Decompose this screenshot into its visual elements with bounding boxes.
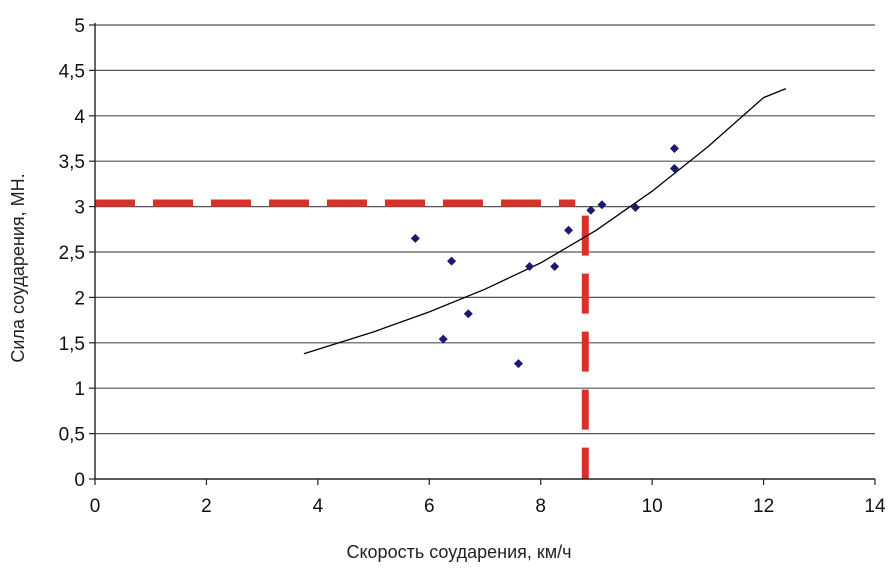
y-axis-title: Сила соударения, МН. <box>8 173 28 362</box>
data-point <box>438 334 448 344</box>
x-tick-label: 2 <box>201 496 212 517</box>
x-tick-label: 14 <box>864 496 886 517</box>
tick-labels: 0 0,5 1 1,5 2 2,5 3 3,5 4 4,5 5 0 2 4 6 8 10 12 14 <box>59 16 886 517</box>
data-points <box>410 143 679 369</box>
grid-layer <box>95 24 875 435</box>
y-tick-label: 0,5 <box>59 425 85 446</box>
y-tick-label: 2,5 <box>59 243 85 264</box>
data-point <box>564 225 574 235</box>
data-point <box>669 143 679 153</box>
y-tick-label: 1,5 <box>59 334 85 355</box>
y-tick-label: 3 <box>74 198 85 219</box>
data-point <box>550 262 560 272</box>
x-tick-label: 6 <box>424 496 435 517</box>
trendline-layer <box>303 87 787 355</box>
y-tick-label: 4 <box>74 107 85 128</box>
data-point <box>669 163 679 173</box>
data-point <box>410 233 420 243</box>
x-tick-label: 4 <box>313 496 324 517</box>
data-point <box>586 205 596 215</box>
trendline <box>303 87 787 355</box>
x-tick-label: 0 <box>90 496 101 517</box>
y-tick-label: 5 <box>74 16 85 37</box>
x-axis-title: Скорость соударения, км/ч <box>346 542 571 562</box>
y-tick-label: 0 <box>74 470 85 491</box>
x-tick-label: 10 <box>642 496 663 517</box>
data-point <box>463 309 473 319</box>
data-point <box>525 262 535 272</box>
y-tick-label: 1 <box>74 379 85 400</box>
y-tick-label: 4,5 <box>59 61 85 82</box>
data-point <box>447 256 457 266</box>
data-point <box>597 200 607 210</box>
y-tick-label: 3,5 <box>59 152 85 173</box>
x-tick-label: 8 <box>535 496 546 517</box>
data-point <box>513 359 523 369</box>
data-point <box>630 203 640 213</box>
reference-lines <box>95 199 589 479</box>
axes <box>89 23 876 485</box>
y-tick-label: 2 <box>74 288 85 309</box>
x-tick-label: 12 <box>753 496 774 517</box>
